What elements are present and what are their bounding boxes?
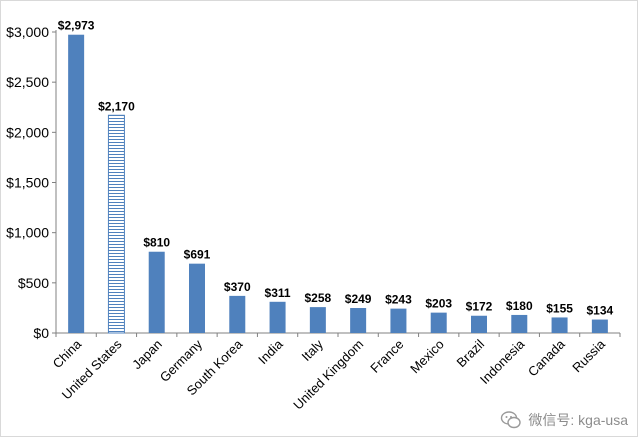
bar (229, 295, 246, 333)
y-tick-label: $2,000 (6, 124, 49, 140)
data-label: $2,170 (98, 99, 135, 113)
data-label: $134 (587, 304, 614, 318)
category-label: Indonesia (477, 336, 528, 387)
category-label: Japan (129, 337, 165, 373)
bar (148, 251, 165, 333)
data-label: $155 (546, 301, 573, 315)
y-tick-label: $1,000 (6, 225, 49, 241)
data-label: $370 (224, 280, 251, 294)
bar (471, 315, 487, 333)
data-label: $243 (385, 293, 412, 307)
bar (107, 114, 125, 334)
category-label: United Kingdom (290, 337, 366, 413)
bar (269, 301, 286, 333)
category-label: Mexico (407, 337, 447, 377)
wechat-icon (501, 411, 522, 429)
bar (511, 314, 528, 333)
data-label: $311 (265, 286, 291, 300)
category-label: France (367, 337, 406, 376)
category-label: Canada (525, 336, 568, 379)
y-tick-label: $0 (33, 325, 49, 341)
bar (551, 317, 568, 333)
bar (309, 307, 326, 333)
watermark-text: 微信号: kga-usa (528, 412, 628, 428)
watermark: 微信号: kga-usa (500, 409, 628, 431)
bar (189, 263, 205, 333)
data-label: $258 (305, 291, 332, 305)
data-label: $172 (466, 300, 493, 314)
y-tick-label: $500 (18, 275, 49, 291)
y-tick-label: $1,500 (6, 175, 49, 191)
y-tick-label: $2,500 (6, 74, 49, 90)
bar (350, 308, 367, 333)
category-label: China (50, 336, 85, 371)
category-label: Russia (569, 336, 608, 375)
category-label: India (255, 336, 286, 367)
data-label: $203 (425, 297, 452, 311)
category-label: Italy (299, 336, 327, 364)
bar (591, 319, 608, 333)
data-label: $249 (345, 292, 372, 306)
data-label: $810 (143, 236, 170, 250)
category-label: Brazil (454, 336, 488, 370)
bar (430, 312, 447, 333)
y-tick-label: $3,000 (6, 24, 49, 40)
data-label: $180 (506, 299, 533, 313)
data-label: $2,973 (58, 19, 95, 33)
bar (390, 308, 407, 333)
bar (68, 34, 85, 334)
data-label: $691 (184, 248, 211, 262)
